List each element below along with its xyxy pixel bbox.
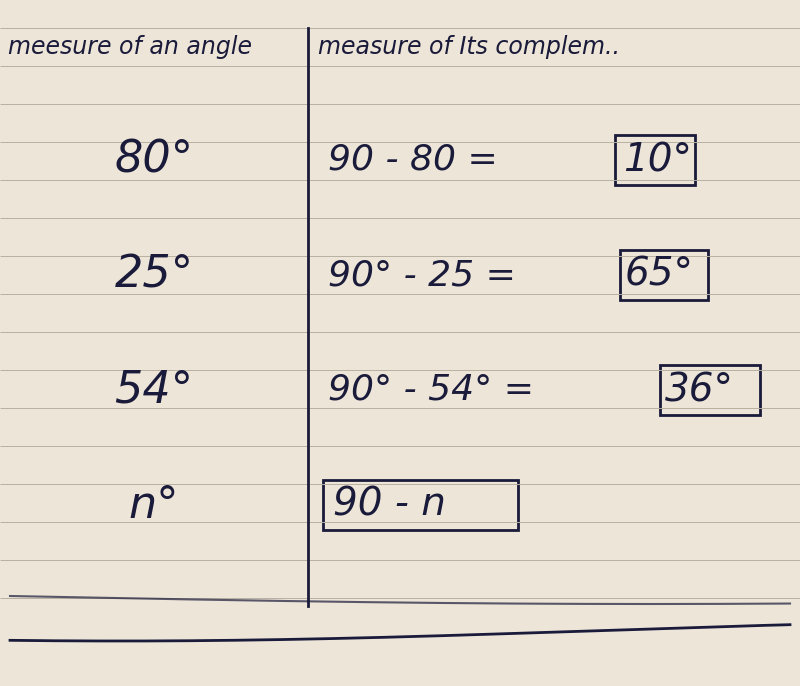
Text: 90 - n: 90 - n xyxy=(333,486,446,524)
Text: meesure of an angle: meesure of an angle xyxy=(8,35,252,59)
Text: 90 - 80 =: 90 - 80 = xyxy=(328,143,498,177)
Bar xyxy=(615,135,695,185)
Text: 36°: 36° xyxy=(665,371,734,409)
Text: n°: n° xyxy=(129,484,179,526)
Text: 80°: 80° xyxy=(114,139,194,182)
Text: 90° - 25 =: 90° - 25 = xyxy=(328,258,516,292)
Bar xyxy=(323,480,518,530)
Text: 10°: 10° xyxy=(623,141,692,179)
Text: 65°: 65° xyxy=(625,256,694,294)
Text: measure of Its complem..: measure of Its complem.. xyxy=(318,35,620,59)
Bar xyxy=(660,365,760,415)
Text: 25°: 25° xyxy=(114,254,194,296)
Text: 90° - 54° =: 90° - 54° = xyxy=(328,373,534,407)
Text: 54°: 54° xyxy=(114,368,194,412)
Bar xyxy=(620,250,708,300)
